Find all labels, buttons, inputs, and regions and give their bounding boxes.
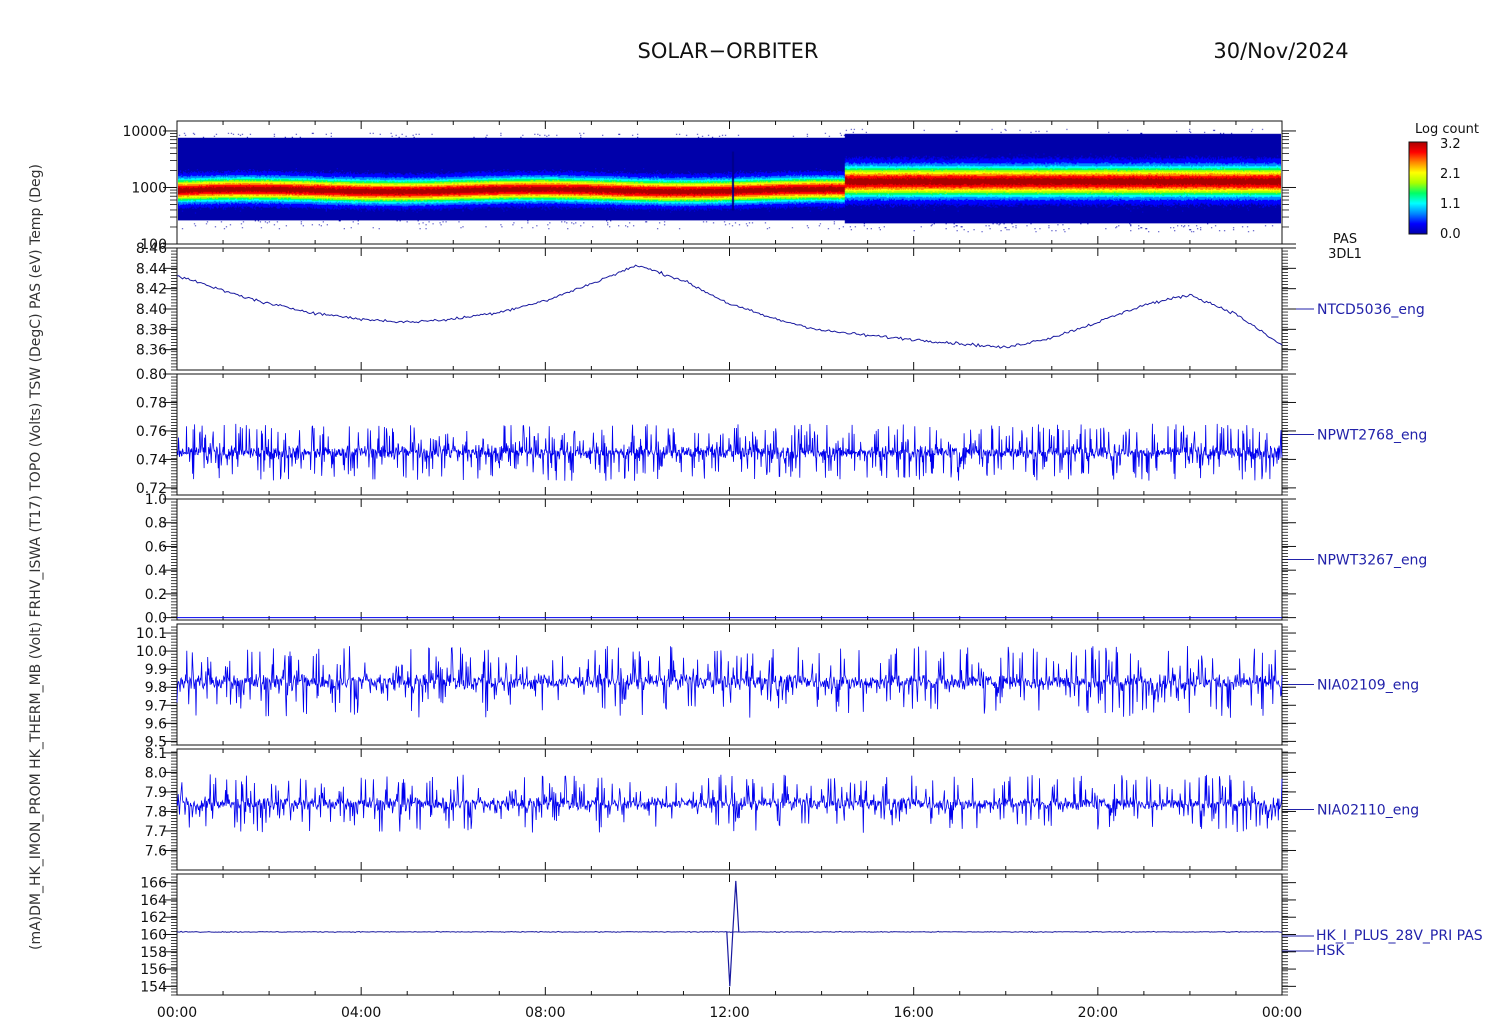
- y-tick-label: 7.8: [145, 804, 167, 820]
- y-tick-label: 9.5: [145, 734, 167, 750]
- y-tick-label: 7.6: [145, 843, 167, 859]
- x-tick-label: 00:00: [1262, 1005, 1302, 1020]
- panel-2: NTCD5036_eng 8.46 8.44 8.42 8.40 8.38 8.36: [136, 241, 1425, 371]
- x-tick-label: 08:00: [525, 1005, 565, 1020]
- x-tick-label: 16:00: [893, 1005, 933, 1020]
- panel-3: NPWT2768_eng 0.80 0.78 0.76 0.74 0.72: [136, 367, 1427, 497]
- y-tick-label: 160: [140, 928, 167, 944]
- panel-side-label: HSK: [1316, 943, 1345, 959]
- y-tick-label: 100: [140, 237, 167, 253]
- colorbar: Log count 3.2 2.1 1.1 0.0: [1408, 122, 1479, 242]
- y-tick-label: 7.9: [145, 785, 167, 801]
- series-line: [176, 774, 1283, 833]
- x-tick-label: 12:00: [709, 1005, 749, 1020]
- y-tick-label: 0.80: [136, 367, 167, 383]
- series-line: [176, 930, 1283, 934]
- y-tick-label: 0.76: [136, 424, 167, 440]
- colorbar-gradient: [1408, 141, 1428, 235]
- x-tick-label: 04:00: [341, 1005, 381, 1020]
- panel-frame: [176, 498, 1283, 621]
- panel-6: NIA02110_eng 8.1 8.0 7.9 7.8 7.7 7.6: [145, 746, 1419, 871]
- series-line: [176, 645, 1283, 718]
- y-tick-label: 154: [140, 979, 167, 995]
- y-tick-label: 7.7: [145, 824, 167, 840]
- colorbar-tick: 0.0: [1440, 227, 1461, 242]
- panel-side-label: NPWT2768_eng: [1317, 428, 1427, 444]
- y-tick-label: 162: [140, 910, 167, 926]
- y-tick-label: 8.40: [136, 302, 167, 318]
- panel-frame: [176, 373, 1283, 496]
- colorbar-title: Log count: [1415, 122, 1479, 137]
- y-tick-label: 8.36: [136, 343, 167, 359]
- colorbar-tick: 3.2: [1440, 137, 1461, 152]
- y-tick-label: 0.74: [136, 452, 167, 468]
- y-tick-label: 166: [140, 876, 167, 892]
- y-tick-label: 10.0: [136, 644, 167, 660]
- y-tick-label: 0.6: [145, 539, 167, 555]
- spectrogram-image: [178, 122, 1281, 243]
- y-tick-label: 8.42: [136, 282, 167, 298]
- panel-side-label: NIA02109_eng: [1317, 678, 1419, 694]
- y-tick-label: 1.0: [145, 492, 167, 508]
- y-tick-label: 156: [140, 962, 167, 978]
- y-tick-label: 9.8: [145, 680, 167, 696]
- panel-frame: [176, 120, 1283, 245]
- panel-side-label: NTCD5036_eng: [1317, 302, 1425, 318]
- y-tick-label: 9.6: [145, 716, 167, 732]
- panel-4: NPWT3267_eng 1.0 0.8 0.6 0.4 0.2 0.0: [145, 492, 1428, 627]
- panel-7: HK_I_PLUS_28V_PRI PASHSK1661641621601581…: [140, 873, 1483, 996]
- y-tick-label: 8.44: [136, 261, 167, 277]
- series-line: [176, 423, 1283, 481]
- plot-date: 30/Nov/2024: [1213, 39, 1348, 63]
- panel-side-label: NPWT3267_eng: [1317, 553, 1427, 569]
- y-tick-label: 1000: [131, 180, 167, 196]
- y-tick-label: 0.2: [145, 587, 167, 603]
- mission-title: SOLAR−ORBITER: [637, 39, 818, 63]
- y-tick-label: 0.72: [136, 481, 167, 497]
- y-tick-label: 10000: [122, 124, 167, 140]
- y-tick-label: 8.1: [145, 746, 167, 762]
- x-tick-label: 20:00: [1078, 1005, 1118, 1020]
- spike-marker: [726, 880, 740, 987]
- y-tick-label: 0.8: [145, 516, 167, 532]
- panel-frame: [176, 247, 1283, 371]
- overlapping-y-axis-labels: (mA)DM_HK_IMON_PROM HK_THERM_MB (Volt) F…: [28, 164, 44, 950]
- y-tick-label: 8.38: [136, 322, 167, 338]
- y-tick-label: 0.78: [136, 395, 167, 411]
- panel-side-label: NIA02110_eng: [1317, 803, 1419, 819]
- y-tick-label: 9.7: [145, 698, 167, 714]
- y-tick-label: 158: [140, 945, 167, 961]
- y-tick-label: 164: [140, 893, 167, 909]
- panel-5: NIA02109_eng 10.1 10.0 9.9 9.8 9.7 9.6 9.5: [136, 623, 1419, 750]
- series-line: [176, 264, 1283, 349]
- y-tick-label: 10.1: [136, 626, 167, 642]
- colorbar-tick: 1.1: [1440, 197, 1461, 212]
- y-tick-label: 8.46: [136, 241, 167, 257]
- panel-side-label: PAS: [1333, 232, 1357, 247]
- y-tick-label: 9.9: [145, 662, 167, 678]
- panel-side-label: 3DL1: [1328, 247, 1362, 262]
- panel-side-label: HK_I_PLUS_28V_PRI PAS: [1316, 928, 1483, 944]
- y-tick-label: 0.0: [145, 611, 167, 627]
- y-tick-label: 0.4: [145, 563, 167, 579]
- colorbar-tick: 2.1: [1440, 167, 1461, 182]
- y-tick-label: 8.0: [145, 765, 167, 781]
- x-tick-label: 00:00: [157, 1005, 197, 1020]
